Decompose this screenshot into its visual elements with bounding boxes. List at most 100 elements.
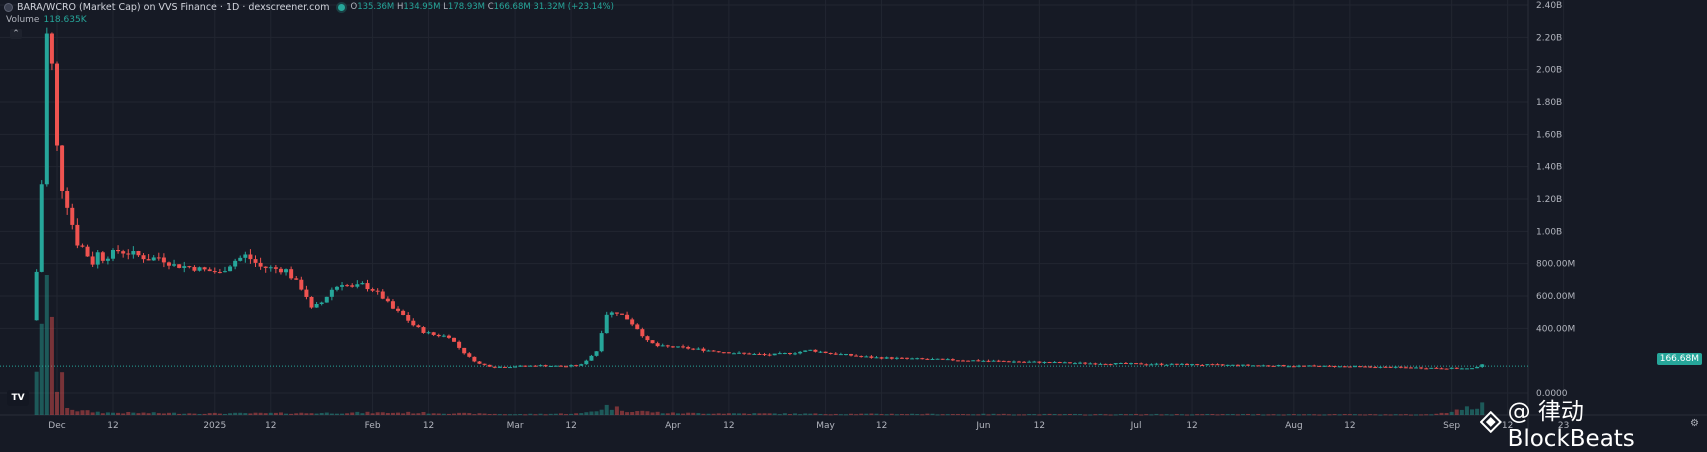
candle-body <box>777 353 782 355</box>
candle-body <box>798 351 803 354</box>
volume-bar <box>1027 414 1032 416</box>
volume-bar <box>370 413 375 415</box>
volume-bar <box>558 413 563 415</box>
volume-bar <box>955 414 960 416</box>
candle-body <box>1159 363 1164 365</box>
volume-bar <box>564 414 568 416</box>
x-tick-label: 12 <box>1186 421 1197 431</box>
volume-bar <box>818 413 823 415</box>
candle-body <box>294 278 299 280</box>
candle-body <box>905 357 910 359</box>
tradingview-logo[interactable]: TV <box>7 390 29 406</box>
volume-bar <box>462 412 467 415</box>
candle-body <box>787 353 792 355</box>
volume-bar <box>635 411 640 415</box>
candle-body <box>1144 364 1149 366</box>
volume-bar <box>90 412 95 415</box>
candle-body <box>1139 363 1144 365</box>
high-label: H <box>396 2 404 12</box>
candle-body <box>446 335 451 338</box>
volume-bar <box>172 412 177 415</box>
candle-body <box>1205 364 1210 366</box>
volume-bar <box>854 414 859 416</box>
candlestick-chart[interactable]: 2.40B 2.20B 2.00B 1.80B 1.60B 1.40B 1.20B 1.00B… <box>0 0 1707 431</box>
candle-body <box>39 184 44 272</box>
volume-bar <box>604 404 609 415</box>
volume-bar <box>284 413 289 415</box>
volume-bar <box>752 413 757 415</box>
token-icon <box>4 2 13 12</box>
candle-body <box>289 269 294 279</box>
candle-body <box>1464 368 1469 370</box>
volume-bar <box>406 411 411 415</box>
candle-body <box>1256 365 1261 367</box>
candle-body <box>1271 365 1276 367</box>
volume-bar <box>981 413 986 415</box>
volume-bar <box>1240 414 1245 416</box>
candle-body <box>569 365 574 367</box>
x-tick-label: 12 <box>1344 421 1355 431</box>
candle-body <box>228 266 233 272</box>
volume-bar <box>996 414 1001 416</box>
volume-bar <box>65 407 70 415</box>
candle-body <box>85 246 90 257</box>
volume-bar <box>477 413 482 415</box>
volume-bar <box>1154 413 1159 415</box>
volume-bar <box>1327 414 1332 416</box>
volume-bar <box>294 413 299 415</box>
volume-bar <box>1037 414 1042 416</box>
volume-bar <box>910 413 915 415</box>
volume-bar <box>1210 414 1215 416</box>
candle-body <box>1083 362 1088 364</box>
candle-body <box>935 358 940 360</box>
volume-bar <box>355 411 360 415</box>
volume-bar <box>701 413 706 415</box>
volume-bar <box>182 413 187 415</box>
candle-body <box>1017 361 1022 363</box>
volume-bar <box>548 413 553 415</box>
candle-body <box>1154 363 1159 365</box>
candle-body <box>772 353 777 356</box>
candle-body <box>299 279 304 290</box>
volume-bar <box>1042 413 1047 415</box>
candle-body <box>650 340 655 344</box>
candle-body <box>1006 361 1011 363</box>
chevron-up-icon[interactable]: ⌃ <box>10 29 22 39</box>
volume-bar <box>823 414 828 416</box>
volume-bar <box>553 413 558 415</box>
candle-body <box>1276 365 1281 367</box>
volume-bar <box>248 413 253 415</box>
gear-icon[interactable]: ⚙ <box>1690 418 1699 429</box>
volume-bar <box>721 413 726 415</box>
volume-bar <box>777 414 782 416</box>
volume-bar <box>508 414 513 416</box>
candle-body <box>121 251 126 254</box>
volume-bar <box>899 414 904 416</box>
candle-body <box>156 257 161 259</box>
volume-bar <box>1195 414 1200 416</box>
candle-body <box>1098 363 1103 365</box>
candle-body <box>253 259 258 263</box>
candle-body <box>1475 366 1480 369</box>
volume-bar <box>1444 412 1449 415</box>
volume-bar <box>212 412 217 415</box>
candle-body <box>1164 364 1169 366</box>
candle-body <box>803 350 808 352</box>
volume-bar <box>670 412 675 415</box>
volume-bar <box>390 412 395 415</box>
volume-bar <box>411 413 416 415</box>
candle-body <box>1037 361 1042 363</box>
volume-bar <box>340 413 345 415</box>
candle-body <box>70 207 75 225</box>
candle-body <box>324 296 329 303</box>
candle-body <box>675 346 680 348</box>
volume-bar <box>299 412 304 415</box>
volume-bar <box>619 410 624 415</box>
volume-bar <box>502 414 507 416</box>
volume-bar <box>884 414 889 416</box>
volume-bar <box>1271 414 1276 416</box>
candle-body <box>497 366 502 368</box>
candle-body <box>619 313 624 315</box>
candle-body <box>467 353 472 357</box>
volume-bar <box>228 413 233 415</box>
